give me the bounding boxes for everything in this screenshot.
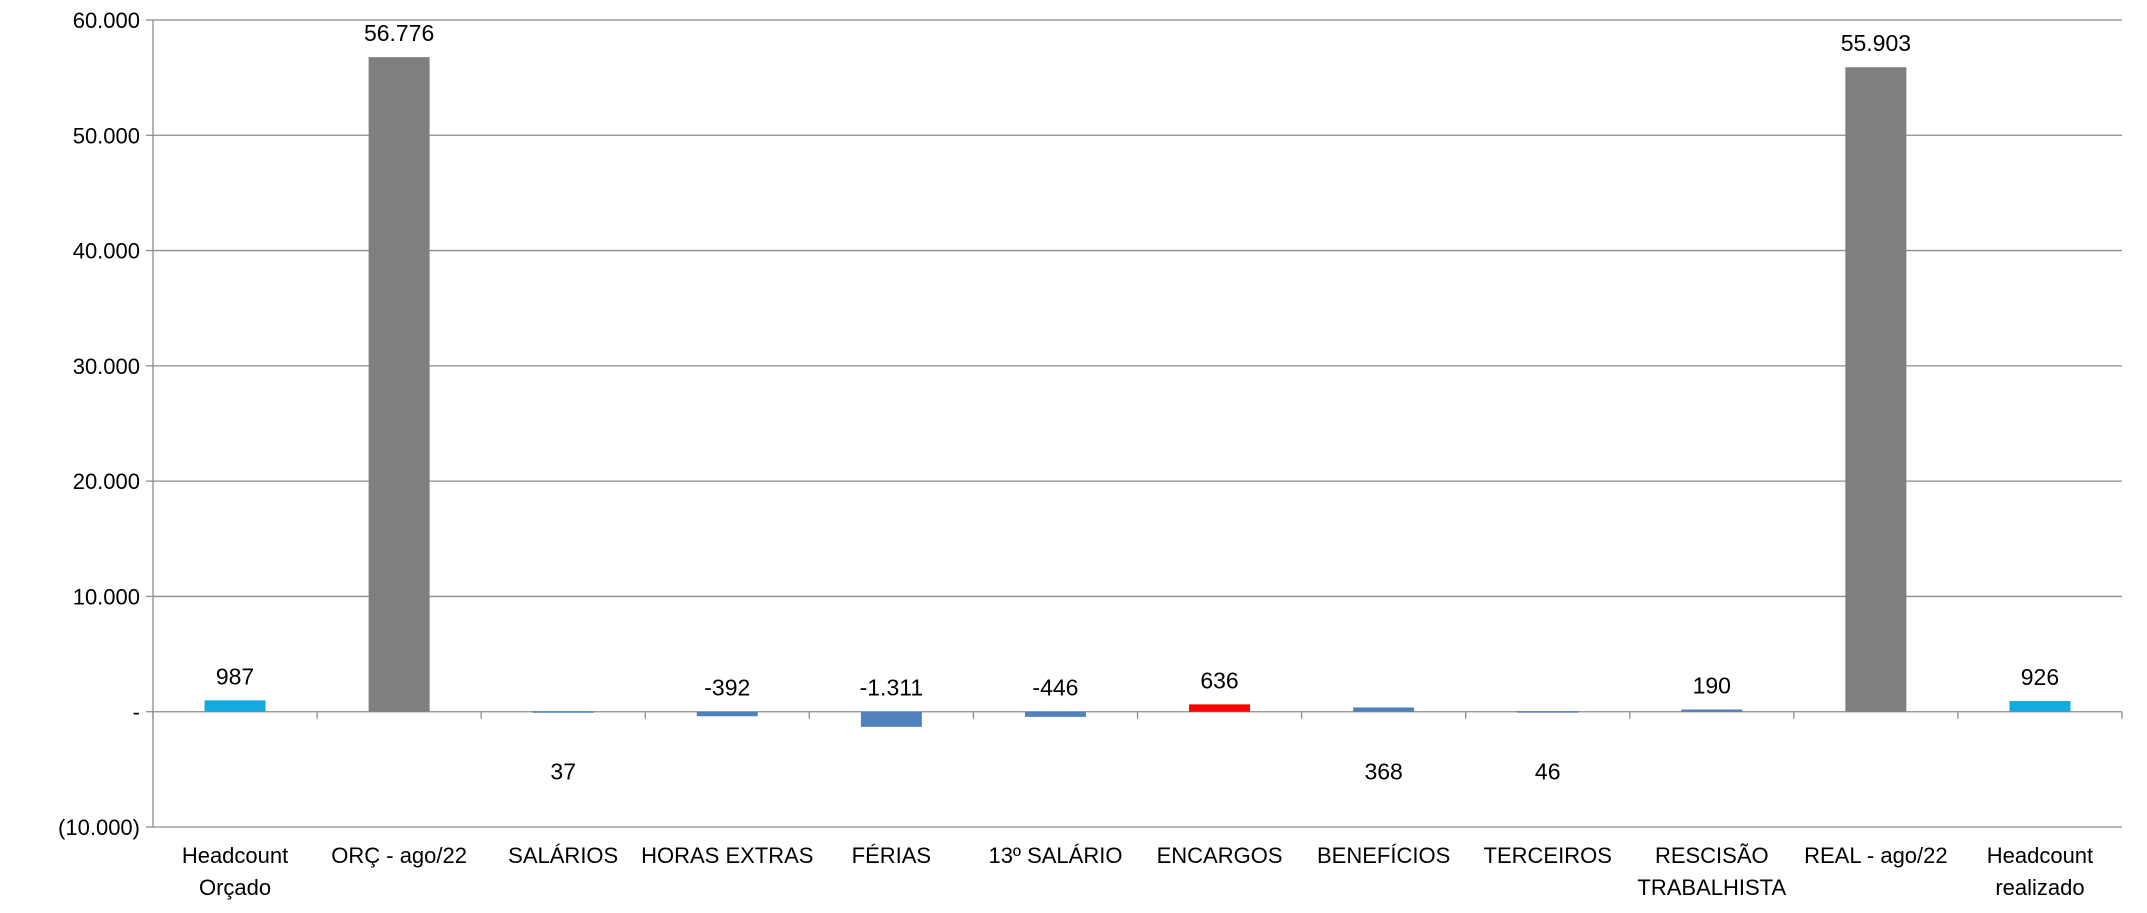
x-category-label: 13º SALÁRIO [988,843,1122,868]
data-label: 37 [550,759,576,785]
data-label: 190 [1693,673,1731,699]
y-tick-label: 20.000 [73,469,140,494]
bar [1681,710,1742,712]
bar [1189,704,1250,711]
x-category-label: FÉRIAS [852,843,931,868]
x-category-label-line: ORÇ - ago/22 [331,843,467,868]
bar [1845,67,1906,711]
x-category-label: TERCEIROS [1484,843,1612,868]
x-category-label: BENEFÍCIOS [1317,843,1450,868]
x-category-label-line: Headcount [1987,843,2093,868]
data-label: 46 [1535,759,1561,785]
data-label: 56.776 [364,20,434,46]
x-category-label-line: BENEFÍCIOS [1317,843,1450,868]
x-category-label-line: realizado [1995,875,2084,900]
x-category-label-line: Orçado [199,875,271,900]
y-tick-label: 30.000 [73,354,140,379]
data-label: -392 [704,675,750,701]
bar [1353,707,1414,711]
x-category-label-line: SALÁRIOS [508,843,618,868]
x-category-label-line: FÉRIAS [852,843,931,868]
x-category-label: HORAS EXTRAS [641,843,813,868]
x-category-label-line: TRABALHISTA [1637,875,1786,900]
data-label: 926 [2021,664,2059,690]
data-label: 987 [216,663,254,689]
x-category-label-line: 13º SALÁRIO [988,843,1122,868]
x-category-label: ORÇ - ago/22 [331,843,467,868]
x-category-label: REAL - ago/22 [1804,843,1948,868]
data-label: 368 [1364,759,1402,785]
bar [2009,701,2070,712]
x-category-label-line: ENCARGOS [1157,843,1283,868]
x-category-label-line: Headcount [182,843,288,868]
x-category-label-line: HORAS EXTRAS [641,843,813,868]
y-tick-label: 40.000 [73,239,140,264]
x-category-label: SALÁRIOS [508,843,618,868]
data-label: -446 [1032,675,1078,701]
y-tick-label: 60.000 [73,8,140,33]
bar [533,711,594,713]
bar [697,712,758,717]
y-tick-label: (10.000) [58,815,140,840]
bar [861,712,922,727]
data-label: 636 [1200,667,1238,693]
x-category-label: ENCARGOS [1157,843,1283,868]
bar [1517,711,1578,713]
x-category-label-line: TERCEIROS [1484,843,1612,868]
bar [1025,712,1086,717]
y-tick-label: 50.000 [73,123,140,148]
x-category-label-line: REAL - ago/22 [1804,843,1948,868]
y-tick-label: - [133,700,140,725]
x-category-label-line: RESCISÃO [1655,843,1769,868]
data-label: 55.903 [1841,30,1911,56]
data-label: -1.311 [860,675,924,701]
y-tick-label: 10.000 [73,584,140,609]
bar [205,700,266,711]
bar [369,57,430,712]
